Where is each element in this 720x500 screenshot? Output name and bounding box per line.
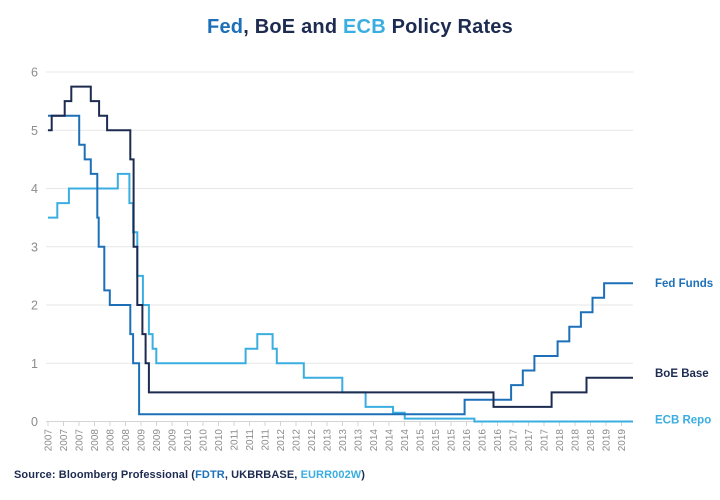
y-axis-tick-label: 6 [31, 66, 38, 80]
x-axis-tick-label: 2007 [44, 429, 55, 452]
x-axis-tick-label: 2018 [555, 429, 566, 452]
series-label-ecb-repo: ECB Repo [655, 415, 711, 427]
x-axis-tick-label: 2011 [261, 429, 272, 451]
x-axis-tick-label: 2014 [385, 429, 396, 452]
x-axis-tick-label: 2009 [152, 429, 163, 452]
y-axis-tick-label: 2 [31, 299, 38, 313]
x-axis-tick-label: 2010 [214, 429, 225, 452]
source-ticker-ukbrbase: , UKBRBASE, [224, 469, 301, 481]
x-axis-tick-label: 2010 [183, 429, 194, 452]
y-axis-tick-label: 4 [31, 182, 38, 196]
title-part-policy-rates: Policy Rates [385, 16, 513, 38]
source-ticker-eurr002w: EURR002W [300, 469, 362, 481]
y-axis-tick-label: 1 [31, 357, 38, 371]
series-label-boe-base: BoE Base [655, 368, 709, 380]
x-axis-tick-label: 2017 [509, 429, 520, 452]
series-line-ecb-repo [48, 172, 633, 423]
y-axis-tick-label: 5 [31, 124, 38, 138]
x-axis-tick-label: 2008 [90, 429, 101, 452]
x-axis-tick-label: 2017 [540, 429, 551, 452]
series-label-fed-funds: Fed Funds [655, 278, 713, 290]
x-axis-tick-label: 2016 [493, 429, 504, 452]
x-axis-tick-label: 2012 [276, 429, 287, 452]
x-axis-tick-label: 2009 [137, 429, 148, 452]
x-axis-tick-label: 2018 [571, 429, 582, 452]
series-line-fed-funds [48, 114, 633, 416]
x-axis-tick-label: 2012 [307, 429, 318, 452]
x-axis-tick-label: 2007 [59, 429, 70, 452]
title-part-boe-and: , BoE and [243, 16, 344, 38]
x-axis-tick-label: 2019 [617, 429, 628, 452]
x-axis-tick-label: 2017 [524, 429, 535, 452]
x-axis-tick-label: 2013 [338, 429, 349, 452]
x-axis-tick-label: 2011 [230, 429, 241, 451]
page-title: Fed, BoE and ECB Policy Rates [0, 16, 720, 39]
title-part-ecb: ECB [343, 16, 386, 38]
x-axis-tick-label: 2015 [447, 429, 458, 452]
x-axis-tick-label: 2013 [323, 429, 334, 452]
x-axis-tick-label: 2015 [431, 429, 442, 452]
source-text: Source: Bloomberg Professional ( [14, 469, 196, 481]
source-text-close-paren: ) [361, 469, 366, 481]
x-axis-tick-label: 2015 [416, 429, 427, 452]
y-axis-tick-label: 3 [31, 240, 38, 254]
x-axis-tick-label: 2008 [121, 429, 132, 452]
x-axis-tick-label: 2016 [478, 429, 489, 452]
policy-rates-chart: 0 1 2 3 4 5 6 2007 2007 2007 2008 2008 2008 2009 2009 2… [31, 66, 713, 452]
x-axis-tick-label: 2010 [199, 429, 210, 452]
x-axis-tick-label: 2019 [602, 429, 613, 452]
x-axis-tick-label: 2013 [354, 429, 365, 452]
x-axis-tick-label: 2011 [245, 429, 256, 451]
x-axis-tick-label: 2008 [106, 429, 117, 452]
y-axis-tick-label: 0 [31, 415, 38, 429]
x-axis-tick-label: 2014 [369, 429, 380, 452]
x-axis-tick-label: 2012 [292, 429, 303, 452]
x-axis-tick-label: 2018 [586, 429, 597, 452]
title-part-fed: Fed [207, 16, 244, 38]
source-note: Source: Bloomberg Professional (FDTR, UK… [14, 469, 365, 481]
x-axis-tick-label: 2016 [462, 429, 473, 452]
x-axis-tick-label: 2009 [168, 429, 179, 452]
x-axis-tick-label: 2014 [400, 429, 411, 452]
source-ticker-fdtr: FDTR [195, 469, 225, 481]
x-axis-tick-label: 2007 [75, 429, 86, 452]
series-line-boe-base [48, 85, 633, 408]
